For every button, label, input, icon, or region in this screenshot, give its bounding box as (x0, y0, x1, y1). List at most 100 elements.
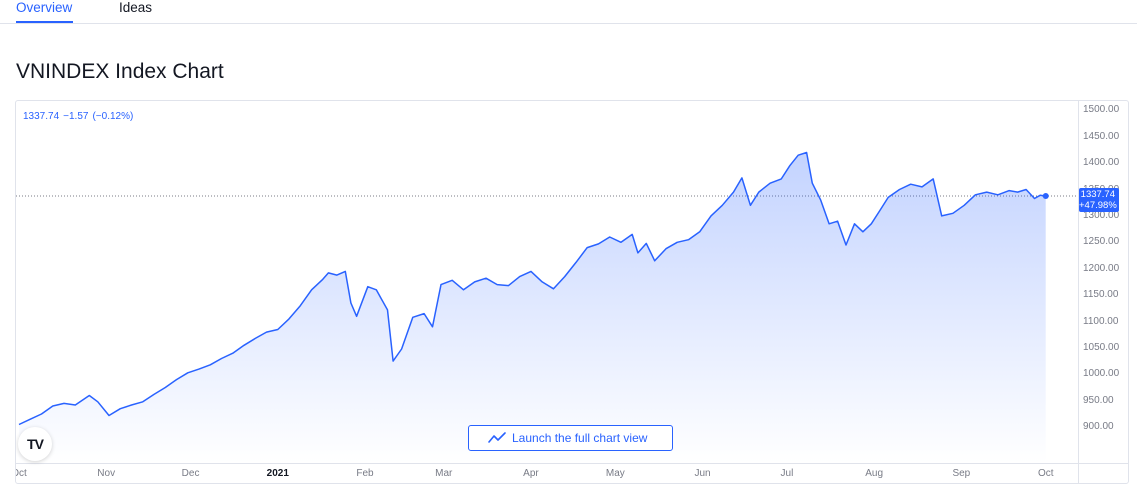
data-point[interactable] (87, 393, 91, 397)
data-point[interactable] (836, 219, 840, 223)
data-point[interactable] (732, 190, 736, 194)
data-point[interactable] (73, 403, 77, 407)
data-point[interactable] (17, 423, 21, 427)
data-point[interactable] (175, 378, 179, 382)
data-point[interactable] (40, 412, 44, 416)
data-point[interactable] (909, 182, 913, 186)
data-point[interactable] (326, 271, 330, 275)
tradingview-logo-icon[interactable]: TV (18, 427, 52, 461)
data-point[interactable] (653, 259, 657, 263)
data-point[interactable] (585, 246, 589, 250)
data-point[interactable] (186, 371, 190, 375)
data-point[interactable] (335, 273, 339, 277)
data-point[interactable] (897, 188, 901, 192)
data-point[interactable] (788, 164, 792, 168)
data-point[interactable] (130, 403, 134, 407)
data-point[interactable] (276, 327, 280, 331)
data-point[interactable] (484, 276, 488, 280)
data-point[interactable] (940, 214, 944, 218)
data-point[interactable] (574, 260, 578, 264)
data-point[interactable] (805, 151, 809, 155)
data-point[interactable] (985, 190, 989, 194)
data-point[interactable] (349, 301, 353, 305)
data-point[interactable] (220, 357, 224, 361)
data-point[interactable] (686, 238, 690, 242)
data-point[interactable] (951, 211, 955, 215)
data-point[interactable] (869, 222, 873, 226)
data-point[interactable] (28, 417, 32, 421)
data-point[interactable] (886, 195, 890, 199)
data-point[interactable] (796, 153, 800, 157)
data-point[interactable] (720, 203, 724, 207)
data-point[interactable] (768, 181, 772, 185)
data-point[interactable] (819, 198, 823, 202)
data-point[interactable] (431, 325, 435, 329)
data-point[interactable] (506, 284, 510, 288)
data-point[interactable] (636, 251, 640, 255)
data-point[interactable] (740, 176, 744, 180)
data-point[interactable] (461, 288, 465, 292)
data-point[interactable] (644, 241, 648, 245)
data-point[interactable] (996, 193, 1000, 197)
launch-full-chart-button[interactable]: Launch the full chart view (468, 425, 673, 451)
data-point[interactable] (310, 288, 314, 292)
data-point[interactable] (386, 308, 390, 312)
data-point[interactable] (422, 312, 426, 316)
data-point[interactable] (630, 232, 634, 236)
data-point[interactable] (163, 386, 167, 390)
data-point[interactable] (757, 190, 761, 194)
data-point[interactable] (563, 275, 567, 279)
data-point[interactable] (197, 367, 201, 371)
data-point[interactable] (141, 400, 145, 404)
data-point[interactable] (1032, 196, 1036, 200)
data-point[interactable] (265, 330, 269, 334)
data-point[interactable] (231, 351, 235, 355)
data-point[interactable] (709, 214, 713, 218)
data-point[interactable] (391, 359, 395, 363)
data-point[interactable] (675, 240, 679, 244)
data-point[interactable] (450, 278, 454, 282)
tab-ideas[interactable]: Ideas (119, 0, 153, 15)
data-point[interactable] (495, 283, 499, 287)
data-point[interactable] (810, 181, 814, 185)
chart-container[interactable]: 1337.74 −1.57 (−0.12%) 1500.00 1450.00 1400.… (15, 100, 1129, 484)
data-point[interactable] (1038, 193, 1042, 197)
data-point[interactable] (664, 247, 668, 251)
data-point[interactable] (1016, 190, 1020, 194)
data-point[interactable] (596, 242, 600, 246)
data-point[interactable] (343, 269, 347, 273)
data-point[interactable] (1007, 189, 1011, 193)
data-point[interactable] (366, 285, 370, 289)
chart-svg[interactable] (16, 101, 1129, 484)
tab-overview[interactable]: Overview (16, 0, 73, 15)
data-point[interactable] (748, 203, 752, 207)
data-point[interactable] (62, 401, 66, 405)
data-point[interactable] (107, 414, 111, 418)
data-point[interactable] (698, 230, 702, 234)
data-point[interactable] (540, 280, 544, 284)
data-point[interactable] (374, 288, 378, 292)
data-point[interactable] (298, 304, 302, 308)
data-point[interactable] (518, 275, 522, 279)
data-point[interactable] (96, 400, 100, 404)
data-point[interactable] (962, 203, 966, 207)
data-point[interactable] (1044, 194, 1048, 198)
data-point[interactable] (779, 177, 783, 181)
data-point[interactable] (852, 222, 856, 226)
data-point[interactable] (844, 243, 848, 247)
data-point[interactable] (118, 407, 122, 411)
data-point[interactable] (411, 315, 415, 319)
data-point[interactable] (529, 269, 533, 273)
data-point[interactable] (152, 392, 156, 396)
data-point[interactable] (551, 287, 555, 291)
data-point[interactable] (51, 404, 55, 408)
data-point[interactable] (253, 336, 257, 340)
data-point[interactable] (400, 347, 404, 351)
data-point[interactable] (355, 314, 359, 318)
data-point[interactable] (242, 343, 246, 347)
data-point[interactable] (287, 317, 291, 321)
data-point[interactable] (619, 240, 623, 244)
data-point[interactable] (861, 230, 865, 234)
data-point[interactable] (973, 193, 977, 197)
data-point[interactable] (931, 177, 935, 181)
